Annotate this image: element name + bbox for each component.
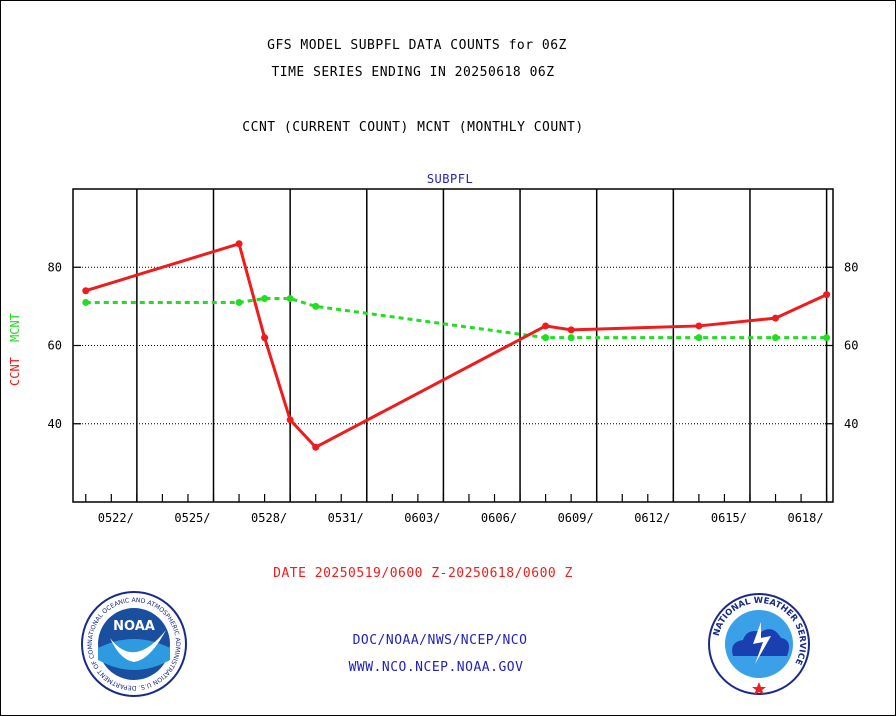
data-point-mcnt [261,295,269,303]
y-tick-label-left: 60 [48,339,62,353]
data-point-mcnt [567,334,575,342]
data-point-mcnt [82,298,90,306]
data-point-ccnt [823,291,831,299]
plot-title: SUBPFL [426,172,474,186]
website-link[interactable]: WWW.NCO.NCEP.NOAA.GOV [348,660,524,675]
y-tick-label-right: 40 [844,417,858,431]
data-point-ccnt [695,322,703,330]
y-tick-label-left: 80 [48,260,62,274]
x-tick-label: 0612/ [634,511,670,525]
series-layer [82,240,831,451]
data-point-mcnt [542,334,550,342]
x-tick-label: 0525/ [174,511,210,525]
data-point-ccnt [542,322,550,330]
x-tick-label: 0615/ [711,511,747,525]
org-path-label: DOC/NOAA/NWS/NCEP/NCO [352,633,528,648]
x-tick-label: 0606/ [481,511,517,525]
grid-layer [73,189,833,502]
y-tick-label-left: 40 [48,417,62,431]
data-point-mcnt [695,334,703,342]
data-point-mcnt [772,334,780,342]
y-tick-label-right: 80 [844,260,858,274]
tick-layer: 0522/0525/0528/0531/0603/0606/0609/0612/… [48,260,859,525]
x-tick-label: 0531/ [328,511,364,525]
data-point-mcnt [823,334,831,342]
x-tick-label: 0528/ [251,511,287,525]
chart-subtitle: CCNT (CURRENT COUNT) MCNT (MONTHLY COUNT… [242,120,584,135]
data-point-mcnt [286,295,294,303]
series-line-ccnt [85,242,828,449]
data-point-ccnt [82,287,90,295]
data-point-ccnt [261,334,269,342]
x-tick-label: 0522/ [98,511,134,525]
data-point-ccnt [286,416,294,424]
chart-title-line1: GFS MODEL SUBPFL DATA COUNTS for 06Z [267,38,567,53]
series-line-mcnt [85,297,827,340]
data-point-ccnt [567,326,575,334]
y-axis-label-mcnt: MCNT [8,313,22,342]
x-tick-label: 0603/ [404,511,440,525]
nws-logo-icon: NATIONAL WEATHER SERVICE [708,593,810,695]
date-range-label: DATE 20250519/0600 Z-20250618/0600 Z [273,566,573,581]
data-point-mcnt [235,298,243,306]
data-point-ccnt [235,240,243,248]
noaa-logo-text: NOAA [113,619,155,634]
noaa-logo-icon: NOAA NATIONAL OCEANIC AND ATMOSPHERIC AD… [80,590,187,697]
data-point-mcnt [312,302,320,310]
y-axis-label-ccnt: CCNT [8,357,22,386]
y-tick-label-right: 60 [844,339,858,353]
x-tick-label: 0609/ [558,511,594,525]
data-point-ccnt [312,443,320,451]
plot-border [72,188,834,503]
x-tick-label: 0618/ [787,511,823,525]
chart-title-line2: TIME SERIES ENDING IN 20250618 06Z [271,65,555,80]
data-point-ccnt [772,314,780,322]
